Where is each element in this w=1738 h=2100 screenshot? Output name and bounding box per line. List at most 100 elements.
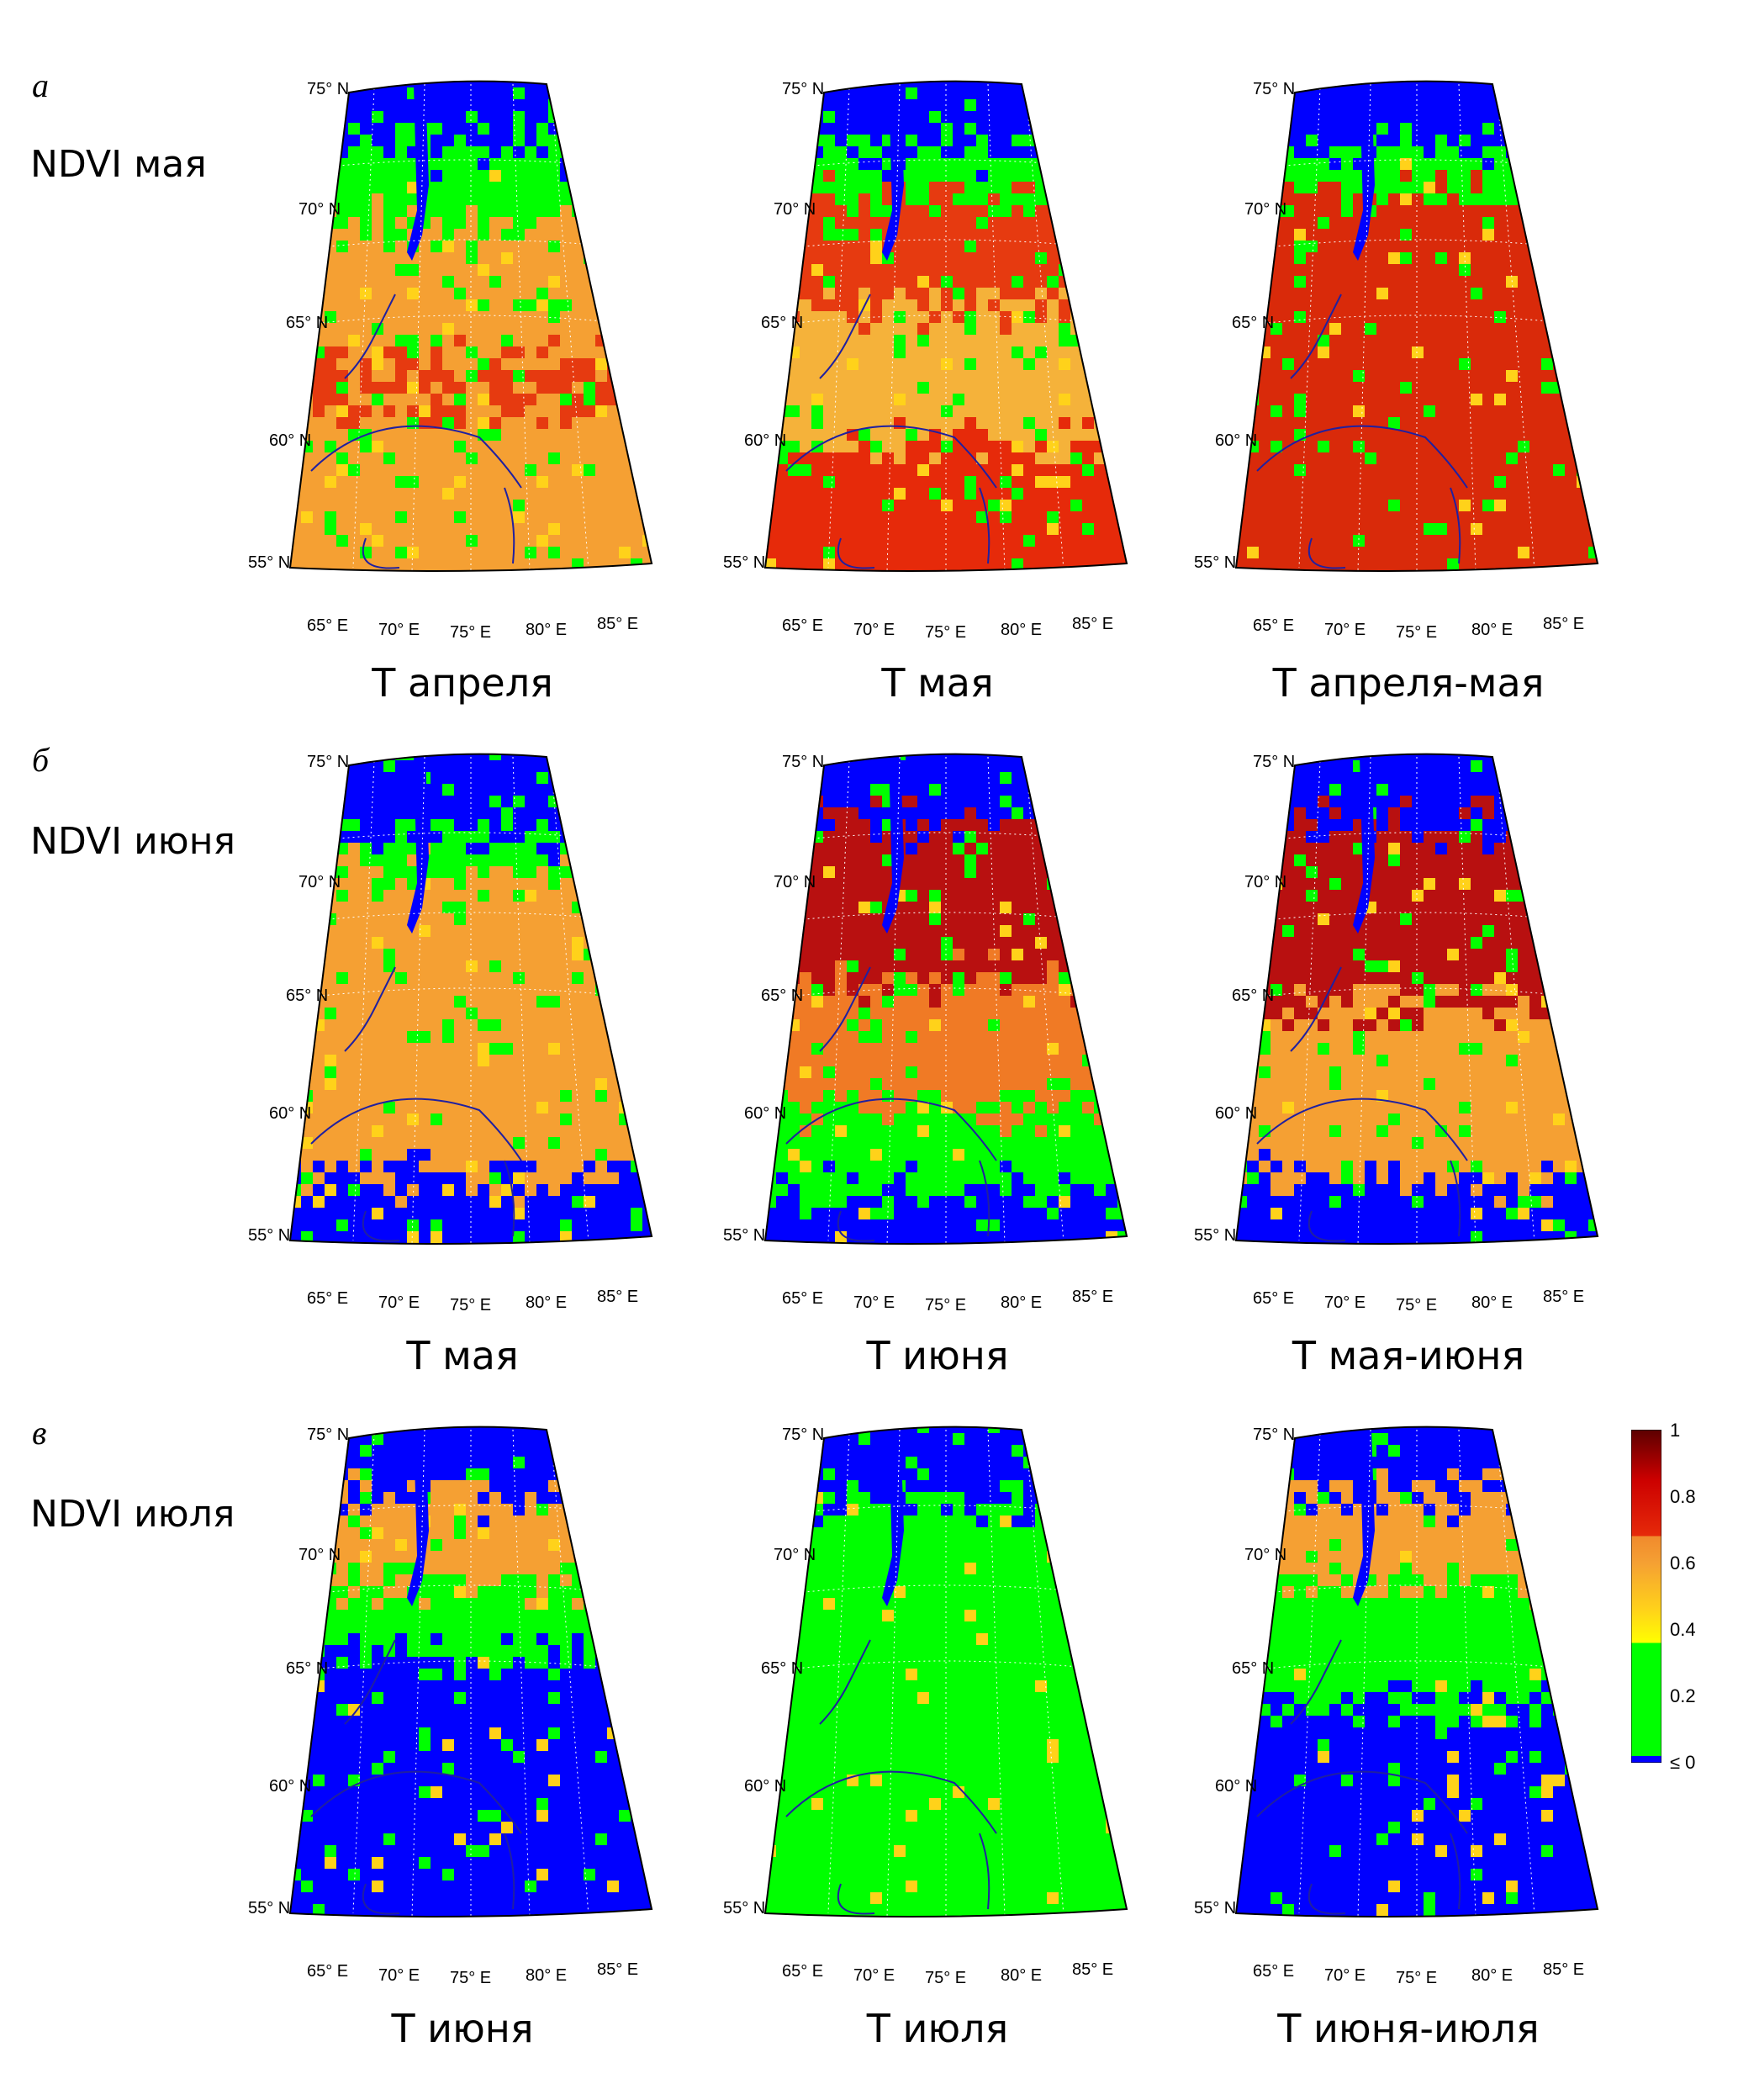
latitude-label: 75° N	[782, 1426, 824, 1444]
map-panel: 75° N 70° N 65° N 60° N 55° N 65° E 70° E 75° E…	[227, 1426, 698, 2035]
longitude-label: 75° E	[925, 1296, 966, 1314]
longitude-label: 80° E	[1471, 621, 1513, 639]
longitude-label: 75° E	[1396, 1296, 1437, 1314]
latitude-label: 65° N	[761, 1659, 803, 1678]
longitude-label: 85° E	[1072, 1960, 1113, 1979]
longitude-label: 65° E	[307, 616, 348, 635]
latitude-label: 75° N	[1253, 1426, 1295, 1444]
map-panel: 75° N 70° N 65° N 60° N 55° N 65° E 70° E 75° E…	[1173, 753, 1644, 1362]
longitude-label: 80° E	[526, 1293, 567, 1312]
latitude-label: 70° N	[298, 873, 341, 891]
latitude-label: 60° N	[744, 1104, 786, 1123]
longitude-label: 85° E	[597, 1960, 638, 1979]
latitude-label: 70° N	[774, 873, 816, 891]
longitude-label: 65° E	[1253, 616, 1294, 635]
longitude-label: 70° E	[853, 1966, 895, 1985]
latitude-label: 60° N	[1215, 1104, 1257, 1123]
colorbar-tick-06: 0.6	[1670, 1553, 1696, 1574]
latitude-label: 70° N	[1244, 1546, 1286, 1564]
latitude-label: 70° N	[1244, 200, 1286, 219]
longitude-label: 85° E	[597, 1288, 638, 1306]
longitude-label: 75° E	[925, 1969, 966, 1987]
longitude-label: 85° E	[597, 615, 638, 633]
colorbar-tick-08: 0.8	[1670, 1486, 1696, 1507]
map-svg: 75° N 70° N 65° N 60° N 55° N 65° E 70° E 75° E…	[1194, 753, 1599, 1314]
longitude-label: 75° E	[450, 623, 491, 642]
latitude-label: 55° N	[248, 1899, 290, 1918]
latitude-label: 55° N	[248, 553, 290, 572]
map-panel: 75° N 70° N 65° N 60° N 55° N 65° E 70° E 75° E…	[702, 80, 1173, 690]
longitude-label: 65° E	[782, 616, 823, 635]
latitude-label: 55° N	[1194, 553, 1236, 572]
map-panel: 75° N 70° N 65° N 60° N 55° N 65° E 70° E 75° E…	[1173, 1426, 1644, 2035]
map-svg: 75° N 70° N 65° N 60° N 55° N 65° E 70° E 75° E…	[248, 753, 653, 1314]
longitude-label: 85° E	[1543, 615, 1584, 633]
map-caption: T июля	[866, 2006, 1009, 2051]
latitude-label: 55° N	[1194, 1226, 1236, 1245]
longitude-label: 85° E	[1543, 1960, 1584, 1979]
map-caption: T мая	[881, 660, 994, 706]
latitude-label: 70° N	[774, 1546, 816, 1564]
latitude-label: 60° N	[744, 1777, 786, 1796]
longitude-label: 75° E	[450, 1969, 491, 1987]
longitude-label: 80° E	[1471, 1966, 1513, 1985]
latitude-label: 75° N	[307, 80, 349, 98]
latitude-label: 60° N	[269, 1777, 311, 1796]
longitude-label: 85° E	[1072, 615, 1113, 633]
longitude-label: 75° E	[1396, 1969, 1437, 1987]
latitude-label: 70° N	[298, 200, 341, 219]
map-svg: 75° N 70° N 65° N 60° N 55° N 65° E 70° E 75° E…	[723, 1426, 1128, 1987]
longitude-label: 80° E	[1001, 1293, 1042, 1312]
row-title-may: NDVI мая	[30, 143, 207, 186]
longitude-label: 70° E	[1324, 1293, 1366, 1312]
colorbar-gradient	[1630, 1429, 1662, 1764]
map-svg: 75° N 70° N 65° N 60° N 55° N 65° E 70° E 75° E…	[1194, 1426, 1599, 1987]
latitude-label: 75° N	[782, 80, 824, 98]
longitude-label: 80° E	[1471, 1293, 1513, 1312]
map-caption: T июня	[866, 1333, 1009, 1378]
longitude-label: 75° E	[925, 623, 966, 642]
latitude-label: 60° N	[1215, 1777, 1257, 1796]
map-svg: 75° N 70° N 65° N 60° N 55° N 65° E 70° E 75° E…	[248, 1426, 653, 1987]
latitude-label: 75° N	[307, 753, 349, 771]
row-title-july: NDVI июля	[30, 1493, 235, 1536]
longitude-label: 65° E	[1253, 1962, 1294, 1981]
panel-letter-a: а	[32, 66, 49, 104]
panel-letter-b: б	[32, 741, 50, 779]
latitude-label: 75° N	[1253, 753, 1295, 771]
map-caption: T июня-июля	[1277, 2006, 1540, 2051]
longitude-label: 65° E	[782, 1289, 823, 1308]
map-svg: 75° N 70° N 65° N 60° N 55° N 65° E 70° E 75° E…	[723, 80, 1128, 642]
longitude-label: 70° E	[853, 1293, 895, 1312]
longitude-label: 65° E	[782, 1962, 823, 1981]
longitude-label: 70° E	[378, 1293, 420, 1312]
longitude-label: 65° E	[1253, 1289, 1294, 1308]
latitude-label: 70° N	[1244, 873, 1286, 891]
map-caption: T июня	[391, 2006, 534, 2051]
map-panel: 75° N 70° N 65° N 60° N 55° N 65° E 70° E 75° E…	[702, 753, 1173, 1362]
map-panel: 75° N 70° N 65° N 60° N 55° N 65° E 70° E 75° E…	[227, 80, 698, 690]
latitude-label: 60° N	[269, 431, 311, 450]
map-caption: T апреля	[372, 660, 553, 706]
latitude-label: 55° N	[1194, 1899, 1236, 1918]
map-svg: 75° N 70° N 65° N 60° N 55° N 65° E 70° E 75° E…	[1194, 80, 1599, 642]
latitude-label: 60° N	[1215, 431, 1257, 450]
longitude-label: 80° E	[1001, 621, 1042, 639]
latitude-label: 75° N	[782, 753, 824, 771]
latitude-label: 65° N	[1232, 987, 1274, 1005]
latitude-label: 55° N	[723, 1899, 765, 1918]
longitude-label: 85° E	[1543, 1288, 1584, 1306]
longitude-label: 75° E	[1396, 623, 1437, 642]
colorbar-tick-02: 0.2	[1670, 1685, 1696, 1706]
panel-letter-c: в	[32, 1414, 47, 1452]
latitude-label: 55° N	[248, 1226, 290, 1245]
longitude-label: 85° E	[1072, 1288, 1113, 1306]
longitude-label: 80° E	[526, 1966, 567, 1985]
colorbar-tick-04: 0.4	[1670, 1619, 1696, 1640]
latitude-label: 60° N	[744, 431, 786, 450]
map-panel: 75° N 70° N 65° N 60° N 55° N 65° E 70° E 75° E…	[702, 1426, 1173, 2035]
map-caption: T мая-июня	[1292, 1333, 1525, 1378]
map-caption: T мая	[406, 1333, 519, 1378]
map-panel: 75° N 70° N 65° N 60° N 55° N 65° E 70° E 75° E…	[227, 753, 698, 1362]
map-svg: 75° N 70° N 65° N 60° N 55° N 65° E 70° E 75° E…	[723, 753, 1128, 1314]
